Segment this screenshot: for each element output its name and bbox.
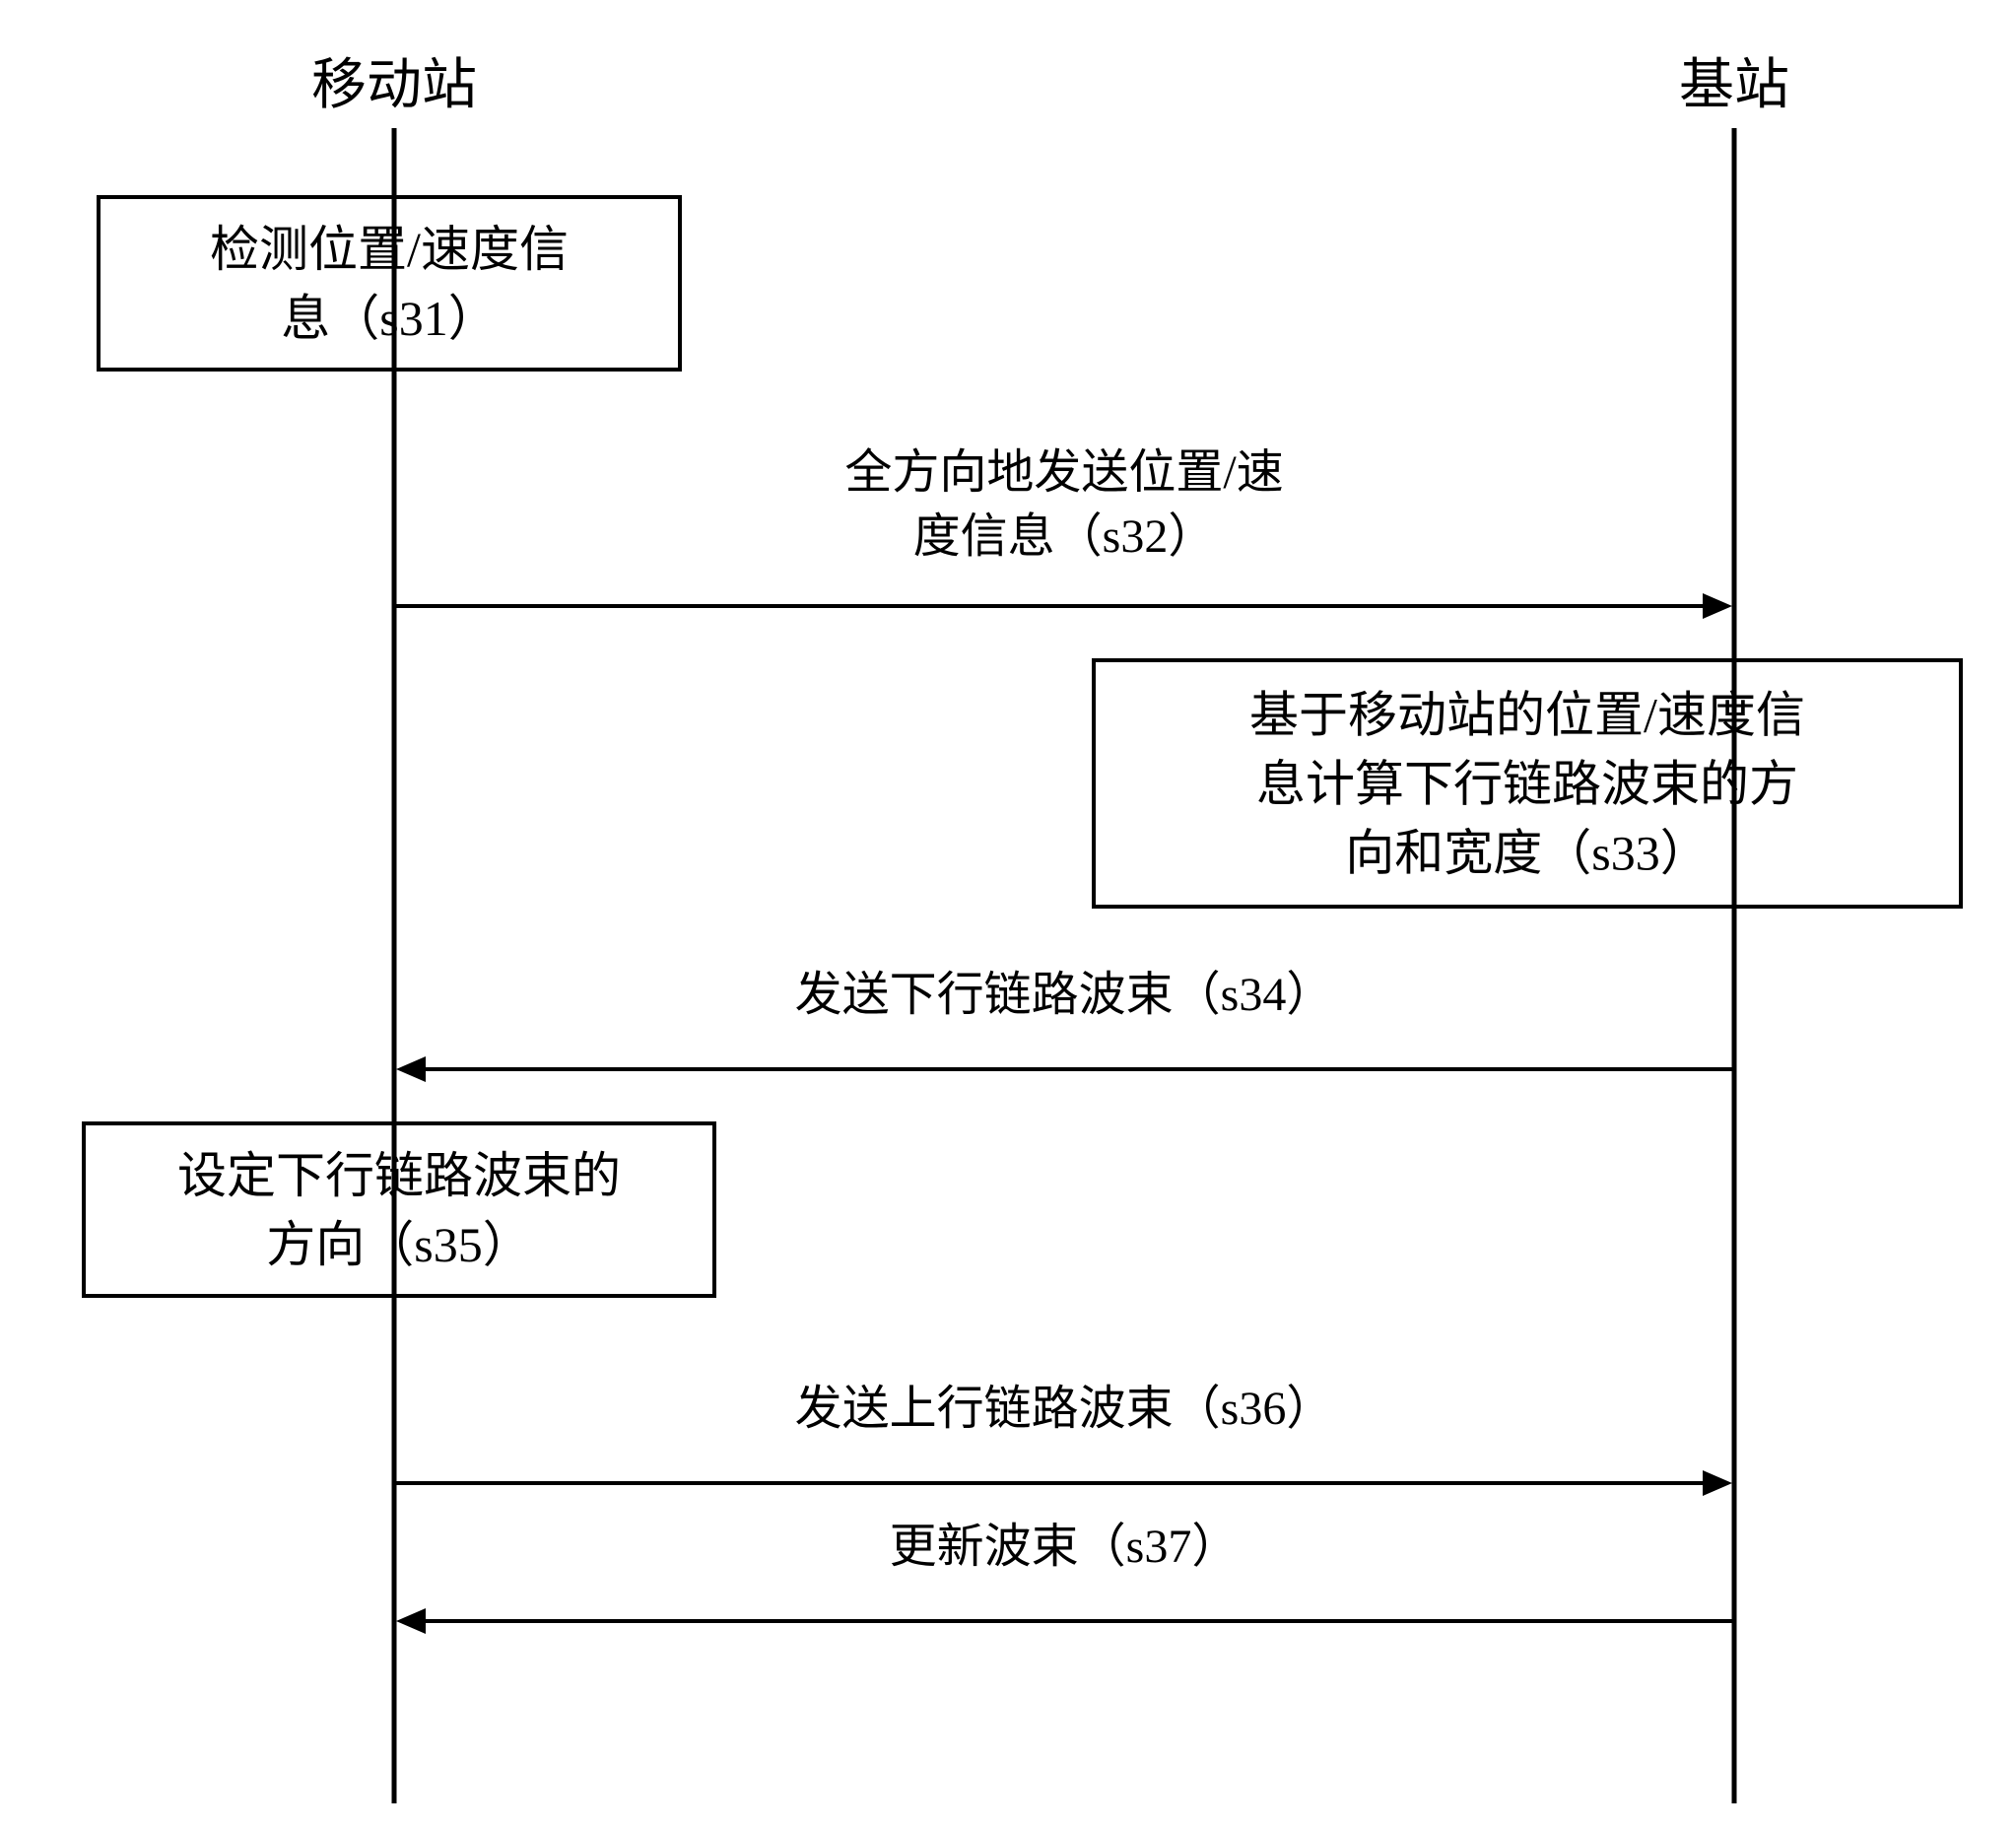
svg-text:发送上行链路波束（s36）: 发送上行链路波束（s36） bbox=[795, 1383, 1334, 1435]
participant-base-label: 基站 bbox=[1679, 55, 1789, 116]
step-s35-box: 设定下行链路波束的方向（s35） bbox=[84, 1123, 714, 1296]
svg-text:发送下行链路波束（s34）: 发送下行链路波束（s34） bbox=[795, 969, 1334, 1021]
step-s37-message: 更新波束（s37） bbox=[396, 1521, 1734, 1634]
participant-mobile-label: 移动站 bbox=[311, 55, 477, 116]
sequence-diagram: 移动站 基站 检测位置/速度信息（s31） 全方向地发送位置/速度信息（s32）… bbox=[0, 0, 2016, 1830]
step-s34-message: 发送下行链路波束（s34） bbox=[396, 969, 1734, 1082]
svg-text:基于移动站的位置/速度信息计算下行链路波束的方向和宽度（s3: 基于移动站的位置/速度信息计算下行链路波束的方向和宽度（s33） bbox=[1249, 688, 1805, 881]
step-s33-box: 基于移动站的位置/速度信息计算下行链路波束的方向和宽度（s33） bbox=[1094, 660, 1961, 907]
svg-text:更新波束（s37）: 更新波束（s37） bbox=[890, 1521, 1240, 1573]
step-s36-message: 发送上行链路波束（s36） bbox=[394, 1383, 1732, 1496]
step-s32-message: 全方向地发送位置/速度信息（s32） bbox=[394, 446, 1732, 619]
svg-text:检测位置/速度信息（s31）: 检测位置/速度信息（s31） bbox=[210, 222, 569, 346]
svg-text:设定下行链路波束的方向（s35）: 设定下行链路波束的方向（s35） bbox=[177, 1148, 621, 1272]
step-s31-box: 检测位置/速度信息（s31） bbox=[99, 197, 680, 370]
svg-text:全方向地发送位置/速度信息（s32）: 全方向地发送位置/速度信息（s32） bbox=[844, 446, 1283, 563]
